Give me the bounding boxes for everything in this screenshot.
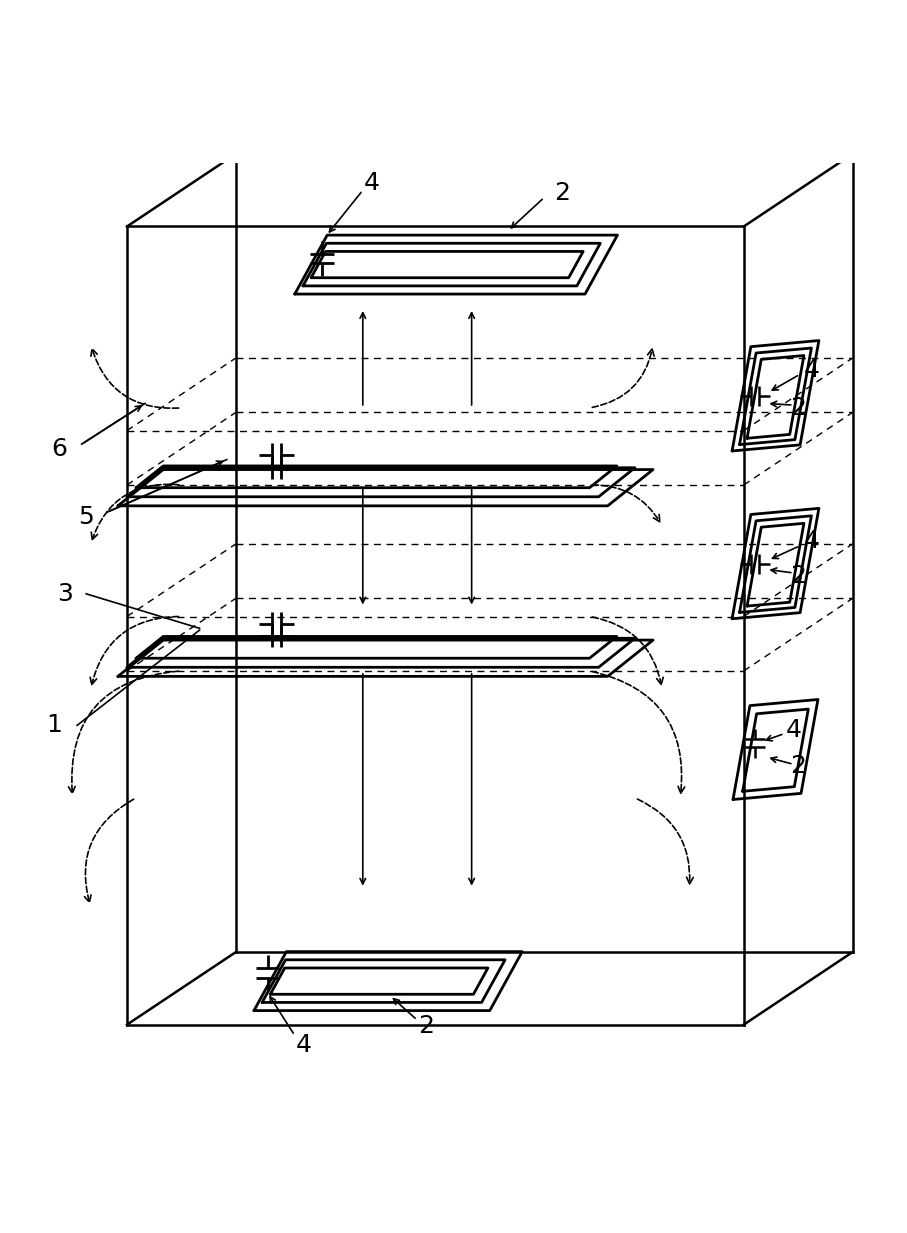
Text: 4: 4: [296, 1032, 312, 1057]
FancyArrowPatch shape: [92, 485, 179, 540]
Text: 2: 2: [790, 755, 806, 778]
Text: 4: 4: [364, 171, 380, 195]
FancyArrowPatch shape: [638, 799, 693, 884]
FancyArrowPatch shape: [592, 616, 663, 684]
FancyArrowPatch shape: [90, 616, 179, 684]
Text: 6: 6: [51, 436, 67, 461]
Text: 2: 2: [790, 396, 806, 420]
FancyArrowPatch shape: [69, 671, 179, 793]
FancyArrowPatch shape: [84, 799, 133, 903]
Text: 4: 4: [804, 529, 820, 554]
FancyArrowPatch shape: [592, 349, 654, 407]
Text: 5: 5: [78, 504, 94, 529]
Text: 1: 1: [46, 714, 63, 737]
FancyArrowPatch shape: [91, 349, 179, 408]
Text: 2: 2: [418, 1015, 434, 1038]
FancyArrowPatch shape: [592, 672, 685, 793]
Text: 2: 2: [554, 181, 571, 205]
Text: 4: 4: [804, 358, 820, 382]
Text: 4: 4: [785, 718, 802, 742]
FancyArrowPatch shape: [592, 485, 659, 522]
Text: 2: 2: [790, 563, 806, 588]
Text: 3: 3: [57, 582, 73, 605]
